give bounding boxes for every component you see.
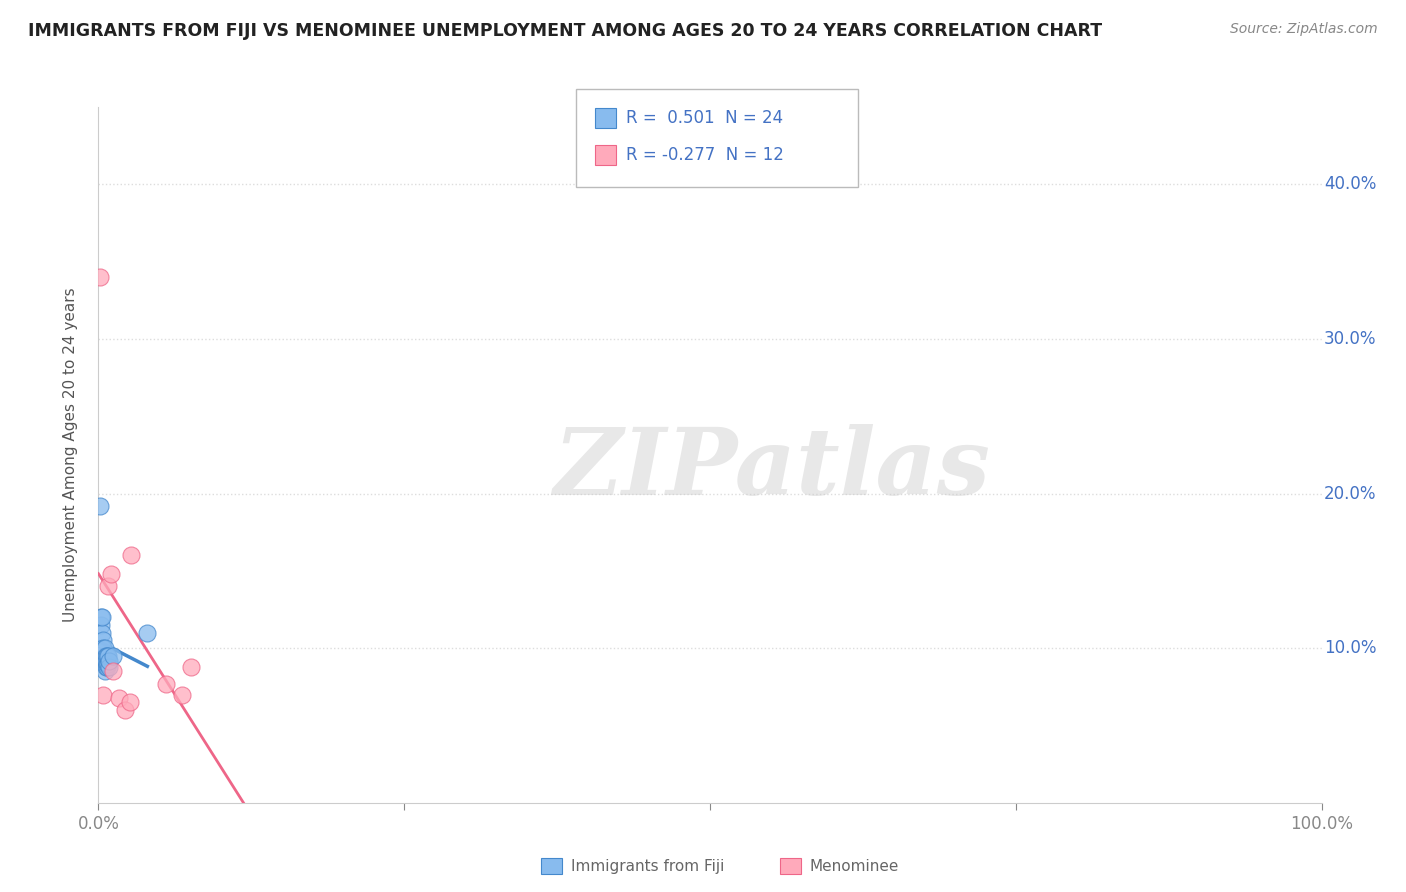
Text: 10.0%: 10.0%	[1324, 640, 1376, 657]
Point	[97, 657, 120, 671]
Point	[94, 657, 117, 671]
Point	[120, 695, 142, 709]
Text: 30.0%: 30.0%	[1324, 330, 1376, 348]
Point	[136, 625, 159, 640]
Point	[94, 654, 117, 668]
Point	[93, 648, 115, 663]
Point	[97, 579, 120, 593]
Text: R =  0.501  N = 24: R = 0.501 N = 24	[626, 109, 783, 127]
Text: R = -0.277  N = 12: R = -0.277 N = 12	[626, 146, 783, 164]
Point	[101, 648, 124, 663]
Text: Source: ZipAtlas.com: Source: ZipAtlas.com	[1230, 22, 1378, 37]
Point	[93, 665, 115, 679]
Point	[91, 688, 114, 702]
Point	[91, 633, 114, 648]
Point	[97, 648, 120, 663]
Point	[108, 690, 131, 705]
Point	[93, 657, 115, 671]
Text: ZIPatlas: ZIPatlas	[553, 424, 990, 514]
Text: IMMIGRANTS FROM FIJI VS MENOMINEE UNEMPLOYMENT AMONG AGES 20 TO 24 YEARS CORRELA: IMMIGRANTS FROM FIJI VS MENOMINEE UNEMPL…	[28, 22, 1102, 40]
Point	[98, 654, 121, 668]
Point	[96, 659, 118, 673]
Point	[91, 641, 114, 656]
Point	[89, 270, 111, 285]
Point	[100, 566, 122, 581]
Point	[155, 677, 177, 691]
Point	[91, 625, 114, 640]
Y-axis label: Unemployment Among Ages 20 to 24 years: Unemployment Among Ages 20 to 24 years	[63, 287, 77, 623]
Text: 40.0%: 40.0%	[1324, 176, 1376, 194]
Text: 20.0%: 20.0%	[1324, 484, 1376, 502]
Point	[94, 648, 117, 663]
Point	[96, 648, 118, 663]
Point	[93, 641, 115, 656]
Text: Immigrants from Fiji: Immigrants from Fiji	[571, 859, 724, 873]
Point	[101, 665, 124, 679]
Point	[90, 610, 112, 624]
Point	[98, 659, 121, 673]
Point	[94, 659, 117, 673]
Point	[96, 657, 118, 671]
Point	[91, 610, 114, 624]
Point	[180, 659, 202, 673]
Point	[170, 688, 193, 702]
Point	[114, 703, 136, 717]
Point	[89, 499, 111, 513]
Point	[120, 549, 142, 563]
Point	[90, 618, 112, 632]
Text: Menominee: Menominee	[810, 859, 900, 873]
